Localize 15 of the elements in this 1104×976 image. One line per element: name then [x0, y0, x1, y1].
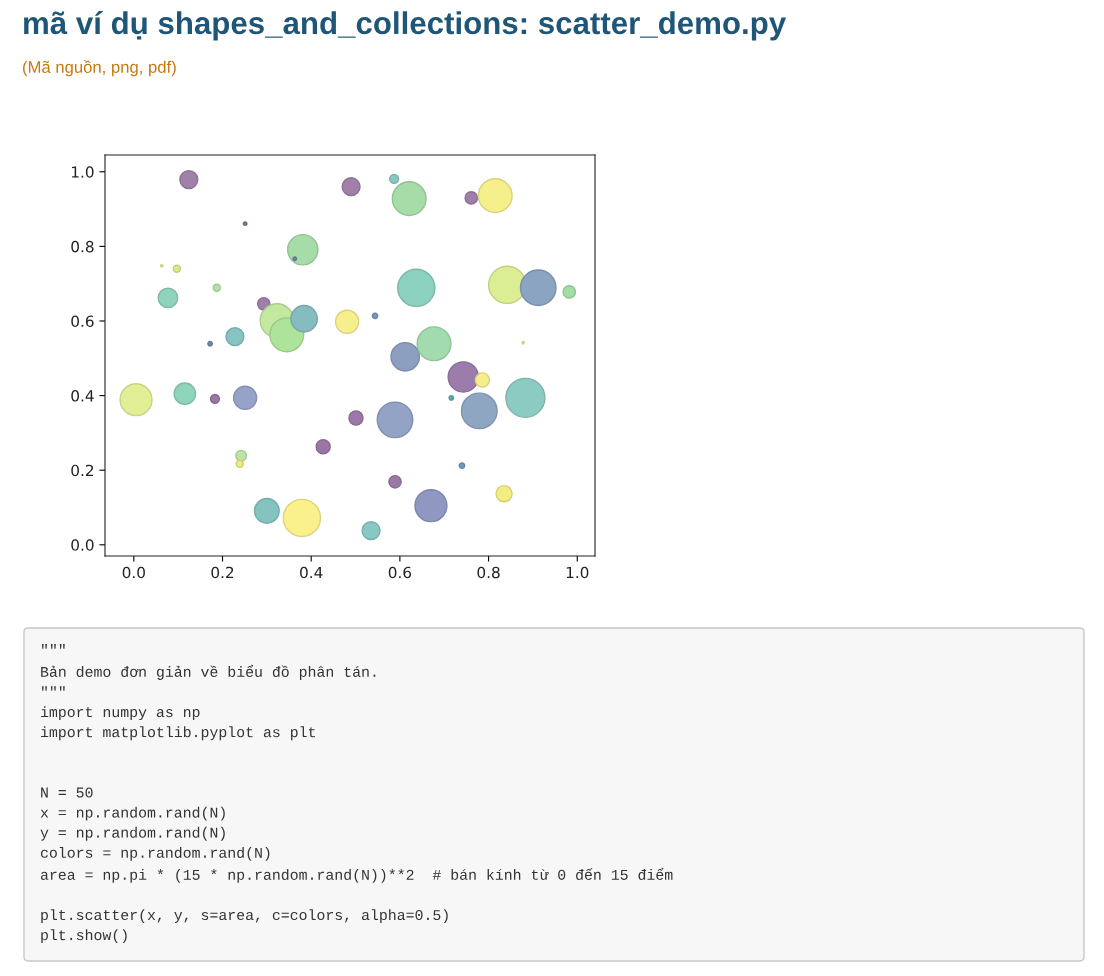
x-tick-label: 0.6 [388, 566, 412, 579]
chart-subtitle: (Mã nguồn, png, pdf) [23, 60, 176, 77]
y-tick-label: 0.2 [71, 464, 94, 477]
x-tick-label: 0.2 [211, 566, 234, 579]
y-tick-label: 0.4 [71, 390, 94, 402]
y-tick-label: 0.6 [71, 315, 94, 328]
y-tick-label: 1.0 [71, 166, 94, 178]
x-tick-label: 1.0 [566, 566, 589, 579]
x-tick-label: 0.4 [300, 566, 323, 579]
text: """ Bản demo đơn giản về biểu đồ phân tán. """ import numpy as np import matplotlib.pyplot as plt N = 50 x = np.random.rand(N) y = np.random.rand(N) colors = np.random.rand(N) area = np.pi * (15 * np.random.rand(N))**2 # bán kính từ 0 đến 15 điểm plt.scatter(x, y, s=area, c=colors, alpha=0.5) plt.show() [40, 644, 673, 944]
x-tick-label: 0.8 [477, 566, 500, 579]
y-tick-label: 0.0 [71, 539, 94, 551]
chart-title: mã ví dụ shapes_and_collections: scatter_demo.py [24, 11, 786, 41]
y-tick-label: 0.8 [71, 240, 94, 253]
x-tick-label: 0.0 [122, 566, 145, 579]
